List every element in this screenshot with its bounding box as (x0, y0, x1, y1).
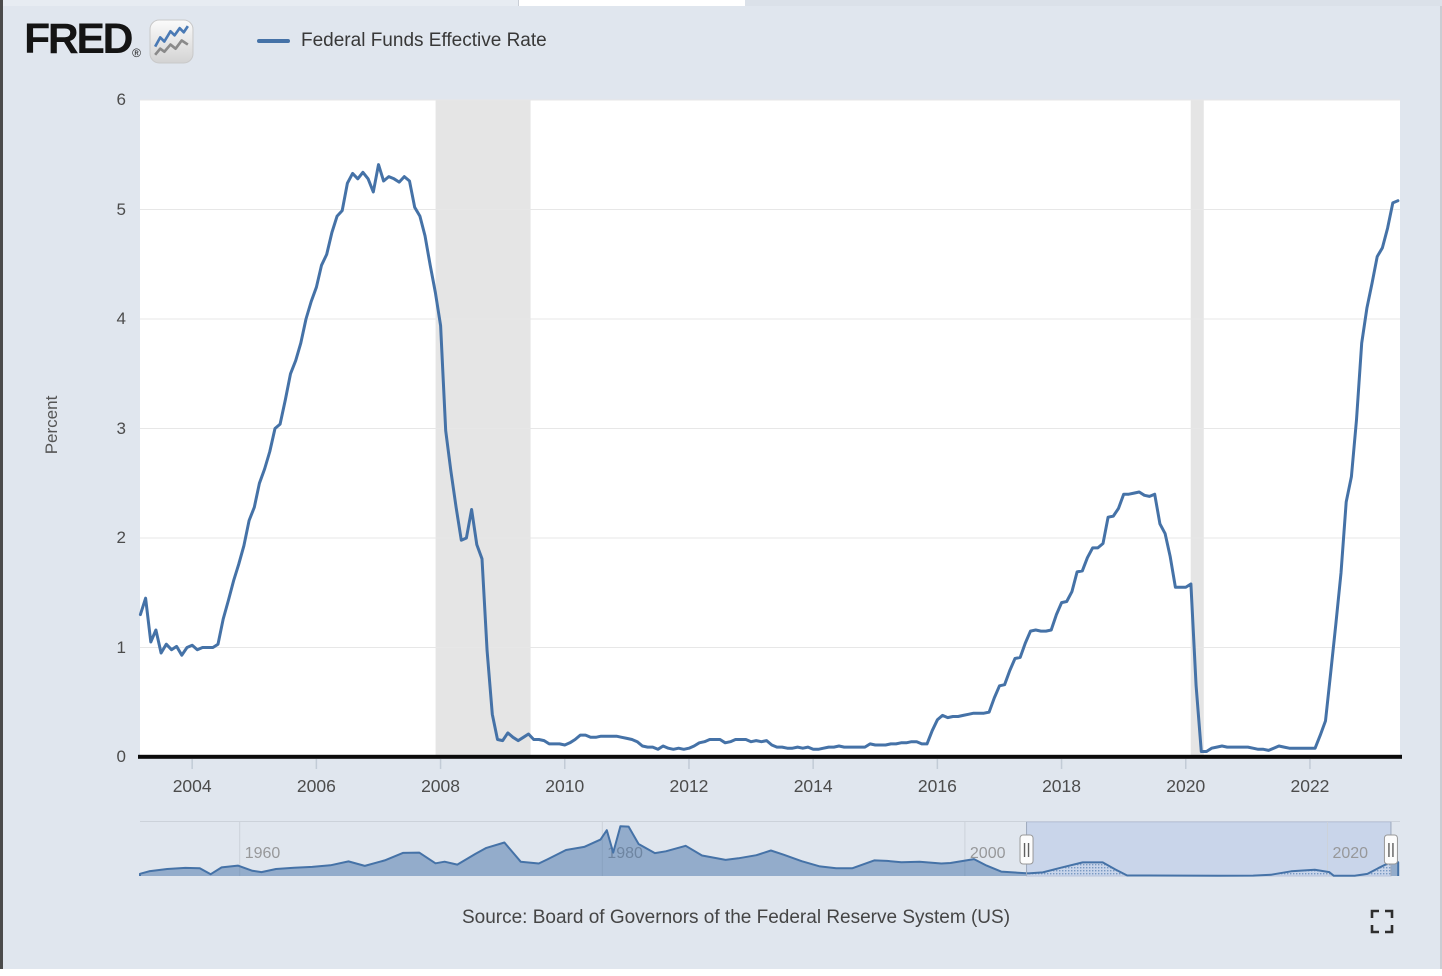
y-tick-label: 3 (116, 418, 126, 438)
y-tick-label: 6 (116, 90, 126, 109)
x-tick-label: 2012 (669, 776, 709, 796)
fred-logo[interactable]: FRED (24, 15, 134, 63)
x-tick-label: 2010 (545, 776, 585, 796)
x-tick-label: 2014 (793, 776, 833, 796)
recession-band (1190, 100, 1204, 755)
x-tick-label: 2020 (1166, 776, 1206, 796)
navigator-handle-right[interactable] (1383, 834, 1398, 865)
x-tick-label: 2016 (917, 776, 957, 796)
x-tick-label: 2018 (1042, 776, 1082, 796)
page-right-border (1440, 6, 1442, 969)
header: FRED ® (24, 16, 194, 64)
x-axis-line (138, 754, 1402, 759)
y-tick-label: 2 (116, 528, 126, 547)
page-left-border (0, 0, 3, 969)
y-tick-label: 1 (116, 637, 126, 657)
series-line[interactable] (138, 163, 1400, 753)
navigator-year-label: 1960 (245, 845, 281, 862)
page-top-edge-segment (745, 0, 1442, 6)
legend-label: Federal Funds Effective Rate (301, 30, 547, 51)
page-top-edge (0, 0, 1442, 6)
x-tick-label: 2006 (296, 776, 336, 796)
fullscreen-button[interactable] (1370, 909, 1394, 934)
legend-line-marker (257, 39, 290, 43)
navigator-year-label: 2020 (1332, 845, 1368, 862)
x-tick-label: 2022 (1290, 776, 1330, 796)
x-tick-label: 2008 (421, 776, 461, 796)
y-tick-label: 0 (116, 747, 126, 766)
navigator-year-label: 2000 (970, 845, 1006, 862)
registered-mark: ® (132, 46, 141, 60)
fred-logo-chart-icon (149, 19, 194, 64)
source-text: Source: Board of Governors of the Federa… (461, 907, 1011, 928)
series-legend[interactable]: Federal Funds Effective Rate (257, 30, 547, 52)
x-tick-label: 2004 (172, 776, 212, 796)
navigator-area-selected[interactable] (140, 826, 1398, 876)
page-bottom-edge (0, 969, 1442, 976)
y-tick-label: 4 (116, 309, 126, 328)
fullscreen-expand-icon (1370, 909, 1394, 934)
recession-band (435, 100, 531, 755)
navigator-handle-left[interactable] (1019, 834, 1034, 865)
navigator-area-outline (139, 825, 1400, 877)
y-tick-label: 5 (116, 199, 126, 219)
